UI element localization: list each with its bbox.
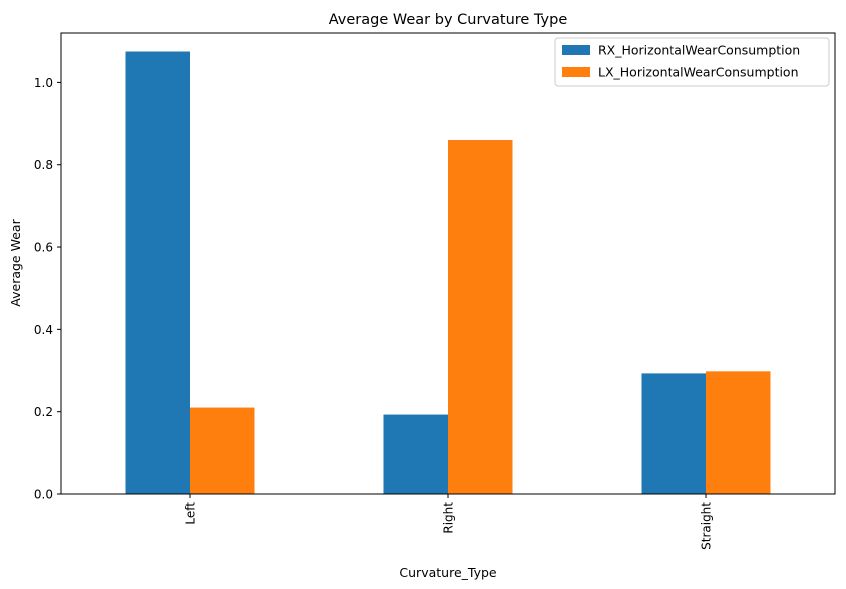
legend-box	[554, 37, 830, 87]
legend: RX_HorizontalWearConsumption LX_Horizonta…	[554, 37, 830, 87]
legend-label: RX_HorizontalWearConsumption	[598, 43, 800, 58]
bar-left-series-1	[125, 51, 190, 495]
x-tick-label: Left	[184, 502, 198, 525]
legend-swatch	[562, 45, 590, 55]
bar-right-series-1	[383, 414, 448, 494]
y-tick-label: 0.4	[34, 323, 53, 337]
bars-group	[125, 51, 771, 495]
y-tick-label: 0.0	[34, 488, 53, 502]
y-tick-label: 0.2	[34, 405, 53, 419]
bar-straight-series-1	[641, 373, 706, 494]
x-tick-label: Straight	[700, 502, 714, 550]
y-tick-label: 1.0	[34, 76, 53, 90]
y-axis: 0.0 0.2 0.4 0.6 0.8 1.0	[34, 76, 61, 502]
bar-straight-series-2	[706, 371, 771, 494]
y-tick-label: 0.8	[34, 158, 53, 172]
legend-swatch	[562, 67, 590, 77]
bar-right-series-2	[448, 140, 513, 494]
x-axis-title: Curvature_Type	[399, 565, 496, 580]
y-tick-label: 0.6	[34, 241, 53, 255]
y-axis-title: Average Wear	[8, 218, 23, 306]
legend-label: LX_HorizontalWearConsumption	[598, 65, 799, 80]
x-axis: Left Right Straight	[184, 494, 714, 550]
chart-title: Average Wear by Curvature Type	[329, 12, 568, 28]
bar-left-series-2	[190, 407, 255, 494]
x-tick-label: Right	[442, 502, 456, 534]
